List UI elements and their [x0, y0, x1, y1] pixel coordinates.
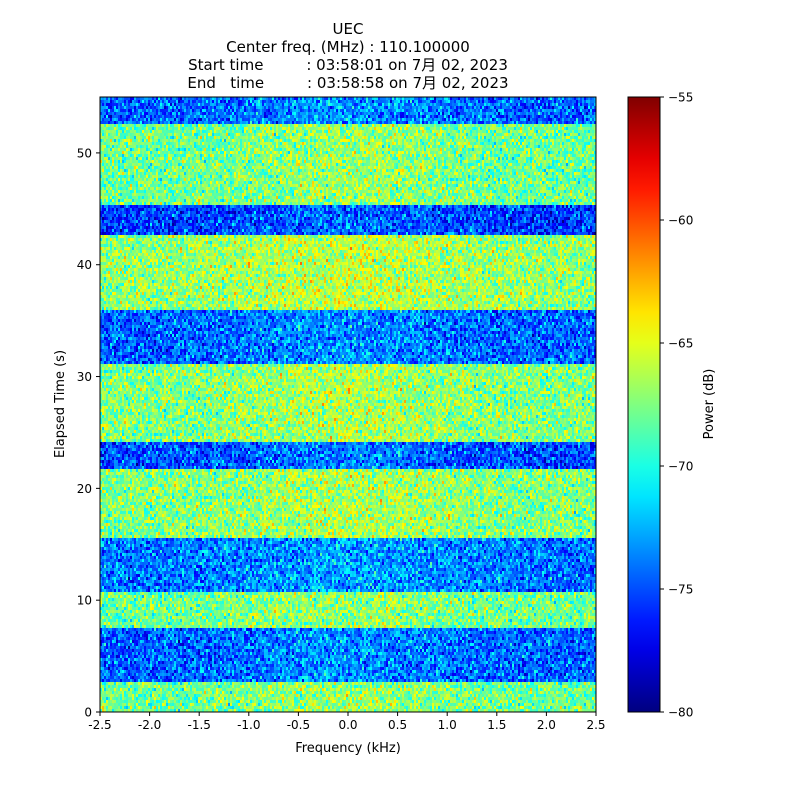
- x-tick-label: 1.5: [487, 718, 506, 732]
- y-axis-label: Elapsed Time (s): [53, 350, 68, 458]
- x-tick-label: 2.5: [586, 718, 605, 732]
- colorbar-tick-label: −60: [668, 214, 693, 228]
- colorbar-label: Power (dB): [702, 369, 717, 440]
- colorbar-gradient: [627, 96, 661, 713]
- x-tick-label: 0.5: [388, 718, 407, 732]
- y-tick-label: 10: [77, 594, 92, 608]
- x-tick-label: -1.5: [187, 718, 210, 732]
- x-tick-label: -1.0: [237, 718, 260, 732]
- plot-area: [99, 96, 597, 713]
- x-tick-label: -2.0: [138, 718, 161, 732]
- colorbar-tick-label: −55: [668, 91, 693, 105]
- x-tick-label: 0.0: [338, 718, 357, 732]
- title-line: Center freq. (MHz) : 110.100000: [226, 38, 470, 56]
- y-tick-label: 50: [77, 146, 92, 160]
- colorbar-tick-label: −70: [668, 460, 693, 474]
- y-tick-label: 20: [77, 482, 92, 496]
- y-tick-label: 30: [77, 370, 92, 384]
- chart-title: UEC Center freq. (MHz) : 110.100000 Star…: [100, 20, 596, 92]
- title-line: UEC: [332, 20, 364, 38]
- x-tick-label: -2.5: [88, 718, 111, 732]
- title-line: End time : 03:58:58 on 7月 02, 2023: [187, 74, 509, 92]
- colorbar: [627, 96, 661, 713]
- x-tick-label: 1.0: [438, 718, 457, 732]
- colorbar-tick-label: −80: [668, 706, 693, 720]
- colorbar-tick-label: −75: [668, 583, 693, 597]
- x-tick-label: -0.5: [287, 718, 310, 732]
- y-tick-label: 0: [84, 706, 92, 720]
- x-axis-label: Frequency (kHz): [295, 741, 401, 756]
- colorbar-tick-label: −65: [668, 337, 693, 351]
- spectrogram-image: [100, 97, 596, 712]
- x-tick-label: 2.0: [537, 718, 556, 732]
- title-line: Start time : 03:58:01 on 7月 02, 2023: [188, 56, 508, 74]
- y-tick-label: 40: [77, 258, 92, 272]
- axes: -2.5 -2.0 -1.5 -1.0 -0.5 0.0 0.5 1.0 1.5 2.0 2.5 0 1…: [77, 91, 694, 733]
